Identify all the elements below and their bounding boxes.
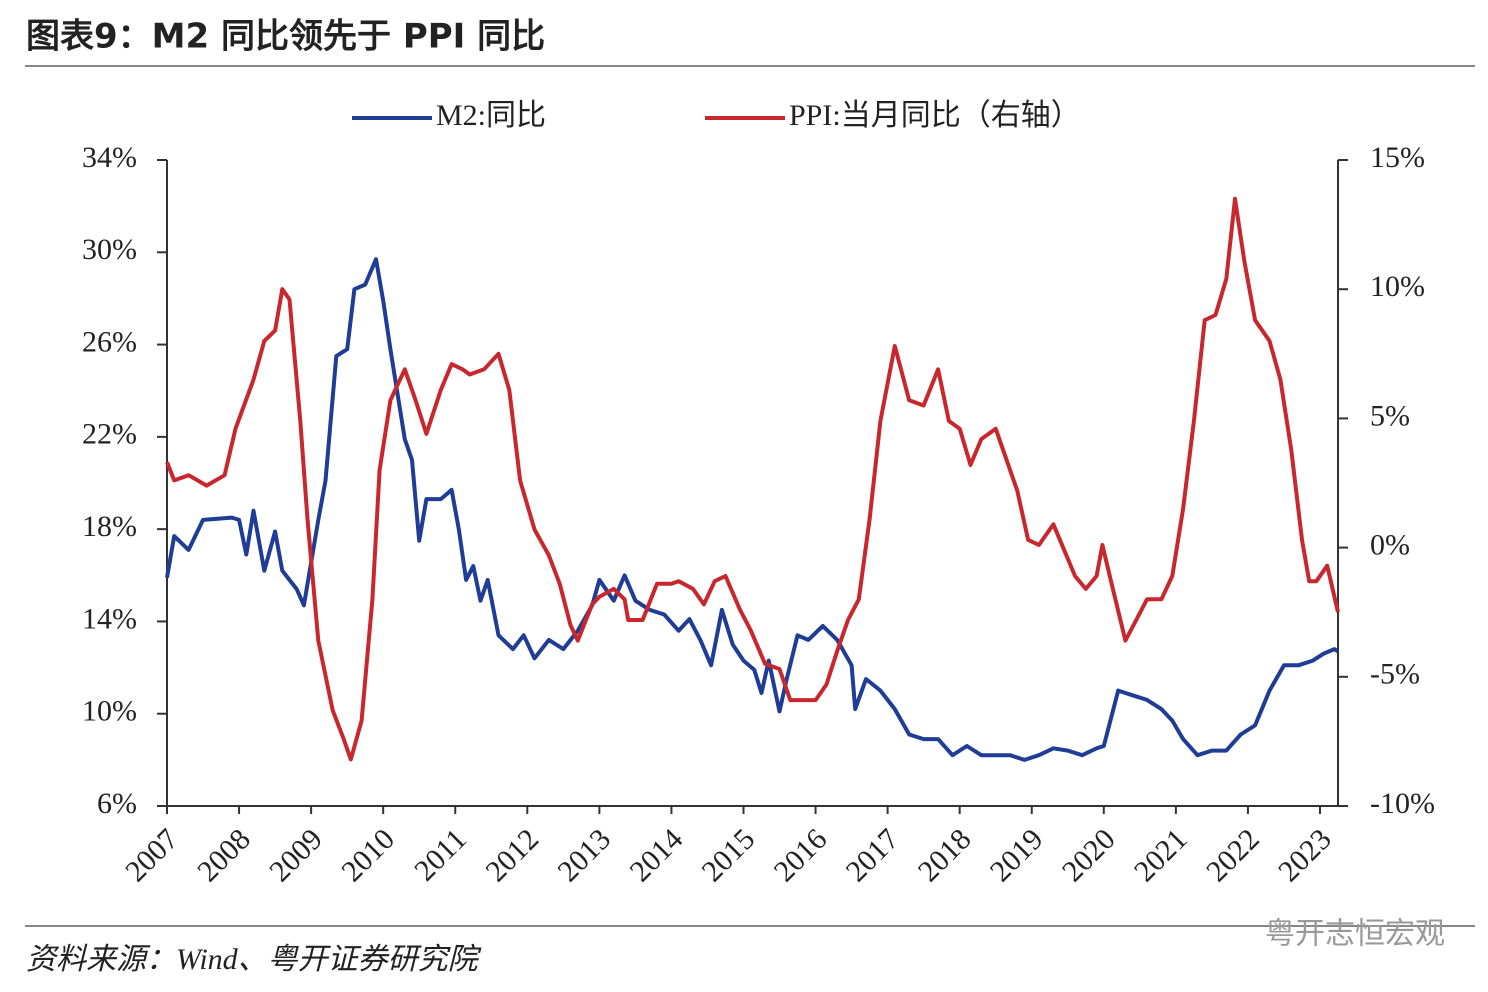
- x-tick-label: 2021: [1128, 822, 1194, 888]
- x-tick-label: 2010: [335, 822, 401, 888]
- series-line: [165, 196, 1340, 762]
- y-tick-label: 6%: [97, 787, 137, 820]
- x-tick-label: 2023: [1272, 822, 1338, 888]
- y2-tick-label: 15%: [1370, 141, 1425, 174]
- source: 资料来源：Wind、粤开证券研究院: [26, 943, 482, 976]
- y2-tick-label: -5%: [1370, 658, 1420, 691]
- x-tick-label: 2013: [551, 822, 617, 888]
- y2-tick-label: 0%: [1370, 528, 1410, 561]
- x-tick-label: 2020: [1056, 822, 1122, 888]
- x-tick-label: 2009: [263, 822, 329, 888]
- x-tick-label: 2018: [912, 822, 978, 888]
- x-tick-label: 2015: [696, 822, 762, 888]
- y-tick-label: 34%: [82, 141, 137, 174]
- series-line: [165, 257, 1340, 762]
- watermark: 粤开志恒宏观: [1265, 917, 1445, 952]
- x-tick-label: 2017: [840, 822, 906, 888]
- x-tick-label: 2019: [984, 822, 1050, 888]
- y2-tick-label: 10%: [1370, 270, 1425, 303]
- legend-label: M2:同比: [436, 99, 546, 132]
- x-tick-label: 2012: [479, 822, 545, 888]
- y-tick-label: 14%: [82, 602, 137, 635]
- x-tick-label: 2007: [119, 822, 185, 888]
- x-tick-label: 2022: [1200, 822, 1266, 888]
- x-tick-label: 2011: [408, 822, 473, 887]
- y-tick-label: 10%: [82, 695, 137, 728]
- y-tick-label: 26%: [82, 325, 137, 358]
- y-tick-label: 22%: [82, 418, 137, 451]
- legend-label: PPI:当月同比（右轴）: [789, 99, 1081, 132]
- x-tick-label: 2014: [623, 822, 689, 888]
- y-tick-label: 30%: [82, 233, 137, 266]
- x-tick-label: 2016: [768, 822, 834, 888]
- chart-title: 图表9：M2 同比领先于 PPI 同比: [26, 17, 545, 57]
- x-tick-label: 2008: [191, 822, 257, 888]
- y2-tick-label: -10%: [1370, 787, 1435, 820]
- y2-tick-label: 5%: [1370, 399, 1410, 432]
- y-tick-label: 18%: [82, 510, 137, 543]
